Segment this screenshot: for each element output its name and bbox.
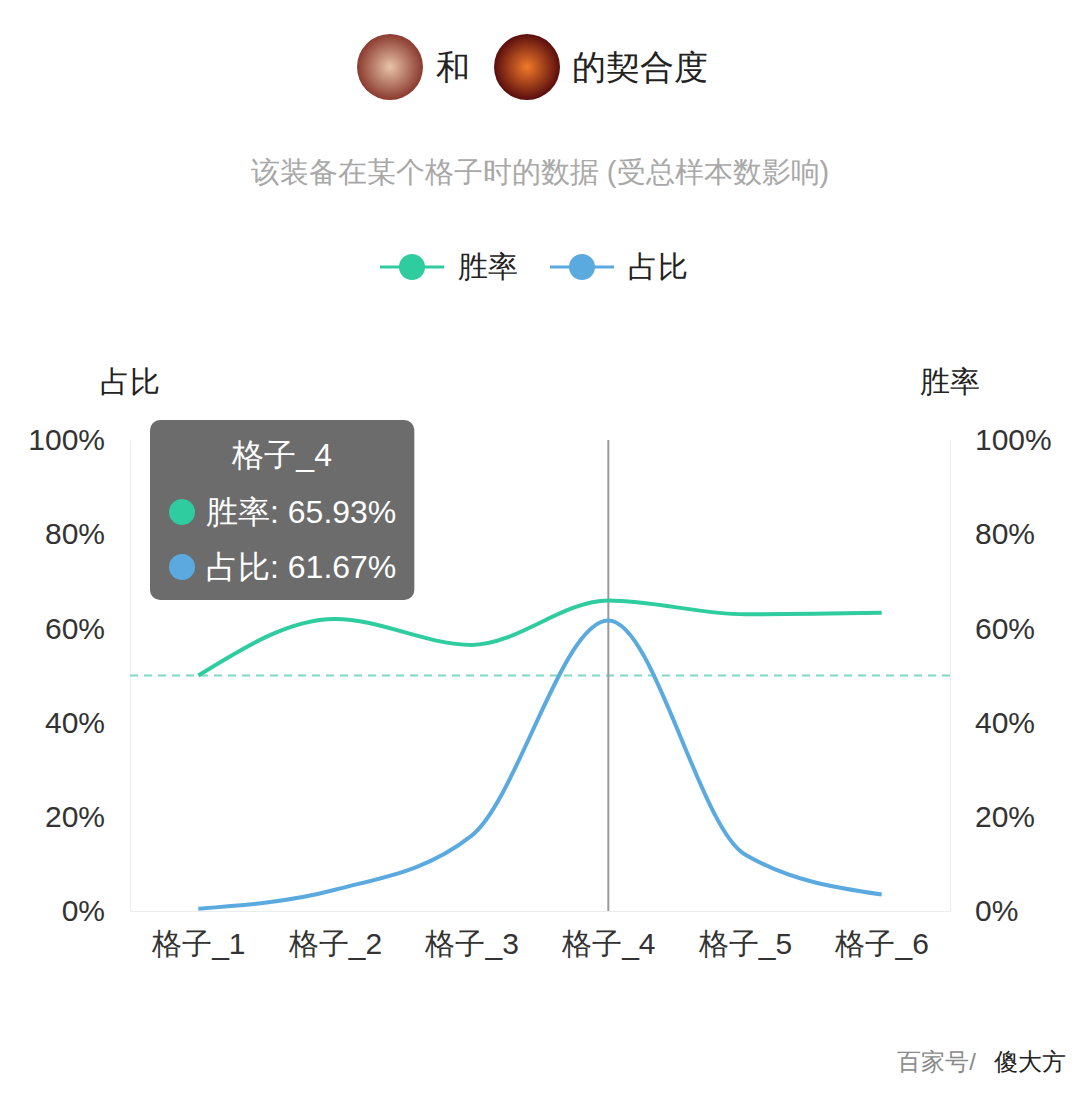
legend-label: 占比 [628, 250, 688, 283]
plot-area [130, 440, 950, 911]
y2-axis: 0% 20% 40% 60% 80% 100% [950, 423, 1052, 927]
tooltip-row: 占比: 61.67% [206, 549, 396, 585]
legend-item[interactable]: 占比 [550, 250, 688, 283]
x-tick: 格子_4 [561, 911, 655, 960]
tooltip-row: 胜率: 65.93% [206, 494, 396, 530]
series-line [198, 621, 881, 909]
x-tick: 格子_1 [151, 911, 245, 960]
legend-dot [569, 254, 595, 280]
hero-icon [357, 34, 423, 100]
tooltip-dot [169, 499, 195, 525]
y2-axis-title: 胜率 [920, 365, 980, 398]
x-tick-label: 格子_2 [288, 927, 382, 960]
watermark-part: 百家号/ [897, 1048, 976, 1075]
y2-tick-label: 100% [975, 423, 1052, 456]
y-tick-label: 0% [62, 894, 105, 927]
x-tick: 格子_5 [698, 911, 792, 960]
y2-tick: 20% [950, 800, 1035, 833]
x-tick-label: 格子_3 [424, 927, 518, 960]
x-tick-label: 格子_1 [151, 927, 245, 960]
y-axis: 0% 20% 40% 60% 80% 100% [28, 423, 130, 927]
x-tick: 格子_6 [834, 911, 928, 960]
y-tick-label: 80% [45, 517, 105, 550]
title-text: 的契合度 [572, 48, 708, 86]
y-axis-title: 占比 [100, 365, 160, 398]
legend-label: 胜率 [458, 250, 518, 283]
axis-line [950, 441, 951, 912]
y2-tick: 0% [950, 894, 1018, 927]
title: 和 的契合度 [357, 34, 708, 100]
x-tick-label: 格子_6 [834, 927, 928, 960]
watermark: 百家号/傻大方 [897, 1048, 1066, 1075]
y-tick: 20% [45, 800, 130, 833]
x-tick: 格子_3 [424, 911, 518, 960]
x-tick: 格子_2 [288, 911, 382, 960]
legend: 胜率 占比 [380, 250, 688, 283]
axis-line [131, 911, 951, 912]
y-tick: 0% [62, 894, 130, 927]
y2-tick-label: 40% [975, 706, 1035, 739]
y2-tick: 40% [950, 706, 1035, 739]
y2-tick: 80% [950, 517, 1035, 550]
y-tick: 80% [45, 517, 130, 550]
y-tick-label: 40% [45, 706, 105, 739]
crosshair [607, 440, 609, 911]
y2-tick-label: 80% [975, 517, 1035, 550]
legend-item[interactable]: 胜率 [380, 250, 518, 283]
tooltip-box [150, 420, 414, 600]
y-tick-label: 20% [45, 800, 105, 833]
x-tick-label: 格子_4 [561, 927, 655, 960]
reference-line [130, 675, 950, 677]
tooltip: 格子_4 胜率: 65.93% 占比: 61.67% [150, 420, 414, 600]
y-tick-label: 100% [28, 423, 105, 456]
watermark-part: 傻大方 [994, 1048, 1066, 1075]
title-text: 和 [436, 48, 470, 86]
chart: 和的契合度该装备在某个格子时的数据 (受总样本数影响)胜率占比0%20%40%6… [0, 0, 1080, 1094]
y-tick: 60% [45, 612, 130, 645]
y2-tick-label: 20% [975, 800, 1035, 833]
series-line [198, 600, 881, 675]
x-tick-label: 格子_5 [698, 927, 792, 960]
item-icon [494, 34, 560, 100]
subtitle: 该装备在某个格子时的数据 (受总样本数影响) [251, 156, 829, 188]
tooltip-dot [169, 554, 195, 580]
x-axis: 格子_1 格子_2 格子_3 格子_4 格子_5 格子_6 [131, 911, 951, 960]
tooltip-title: 格子_4 [231, 437, 332, 473]
y-tick: 100% [28, 423, 130, 456]
legend-dot [399, 254, 425, 280]
y2-tick-label: 60% [975, 612, 1035, 645]
y-tick-label: 60% [45, 612, 105, 645]
y2-tick: 100% [950, 423, 1052, 456]
y2-tick-label: 0% [975, 894, 1018, 927]
y-tick: 40% [45, 706, 130, 739]
y2-tick: 60% [950, 612, 1035, 645]
